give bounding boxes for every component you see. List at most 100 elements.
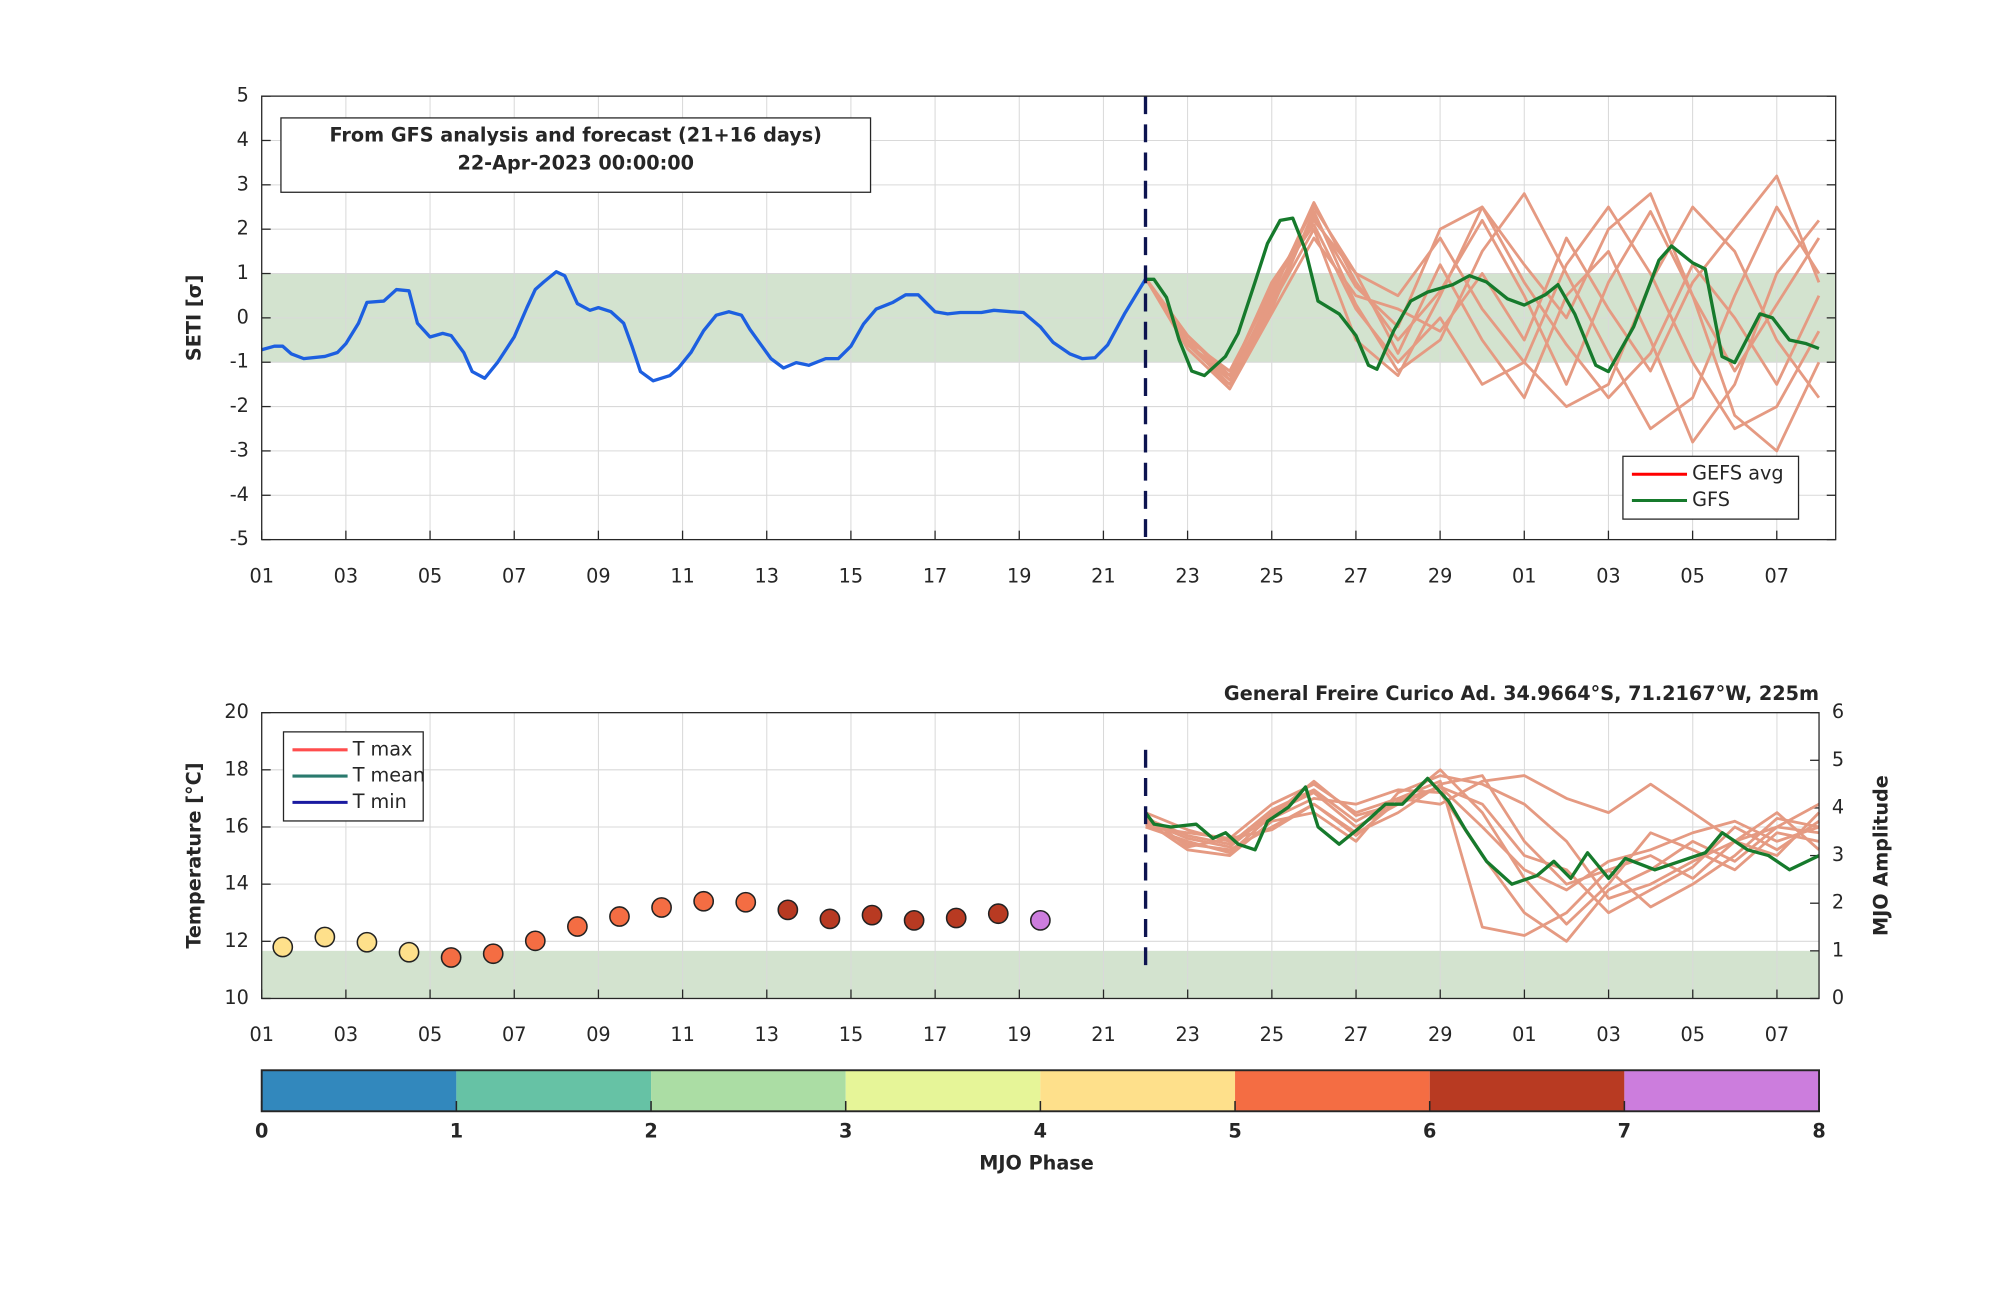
mjo-dot bbox=[272, 936, 294, 958]
mjo-dot bbox=[945, 907, 967, 929]
x-tick-label: 07 bbox=[502, 564, 526, 587]
series-line bbox=[1144, 776, 1820, 886]
ensemble-line bbox=[1144, 192, 1821, 431]
y-tick-label: -4 bbox=[230, 483, 249, 506]
x-tick-label: 27 bbox=[1344, 564, 1368, 587]
y2-tick-label: 6 bbox=[1832, 700, 1844, 723]
x-tick-label: 07 bbox=[1765, 564, 1789, 587]
y2-tick-label: 1 bbox=[1832, 938, 1844, 961]
x-tick-label: 01 bbox=[1512, 1023, 1536, 1046]
chart-title: General Freire Curico Ad. 34.9664°S, 71.… bbox=[1224, 682, 1819, 705]
y-tick-label: 5 bbox=[237, 84, 249, 107]
mjo-dot bbox=[314, 926, 336, 948]
mjo-dot bbox=[482, 943, 504, 965]
x-tick-label: 05 bbox=[1680, 564, 1704, 587]
x-tick-label: 21 bbox=[1091, 1023, 1115, 1046]
annotation-text: From GFS analysis and forecast (21+16 da… bbox=[330, 123, 822, 146]
colorbar-segment bbox=[1429, 1070, 1625, 1112]
x-tick-label: 09 bbox=[586, 1023, 610, 1046]
y-axis-label: Temperature [°C] bbox=[183, 762, 206, 948]
x-tick-label: 09 bbox=[586, 564, 610, 587]
legend-label: T max bbox=[352, 737, 413, 760]
ensemble-line bbox=[1144, 174, 1821, 391]
legend-label: GFS bbox=[1692, 488, 1730, 511]
colorbar-tick-label: 3 bbox=[839, 1119, 852, 1142]
colorbar-segment bbox=[651, 1070, 846, 1112]
legend-label: GEFS avg bbox=[1692, 462, 1783, 485]
y-tick-label: 1 bbox=[237, 261, 249, 284]
y-tick-label: 0 bbox=[237, 305, 249, 328]
x-tick-label: 11 bbox=[670, 1023, 694, 1046]
x-tick-label: 21 bbox=[1091, 564, 1115, 587]
axes-frame bbox=[261, 712, 1820, 1000]
y2-tick-label: 2 bbox=[1832, 891, 1844, 914]
x-tick-label: 19 bbox=[1007, 564, 1031, 587]
colorbar-label: MJO Phase bbox=[979, 1151, 1094, 1174]
y-tick-label: 18 bbox=[224, 757, 248, 780]
series-line bbox=[1145, 216, 1820, 378]
x-tick-label: 01 bbox=[249, 564, 273, 587]
mjo-dot bbox=[567, 916, 588, 937]
x-tick-label: 03 bbox=[1596, 1023, 1620, 1046]
y2-tick-label: 3 bbox=[1832, 843, 1844, 866]
y2-axis-label: MJO Amplitude bbox=[1869, 775, 1892, 936]
ensemble-line bbox=[1144, 205, 1821, 431]
x-tick-label: 07 bbox=[1765, 1023, 1789, 1046]
y-tick-label: -3 bbox=[230, 438, 249, 461]
x-tick-label: 05 bbox=[1681, 1023, 1705, 1046]
mjo-dot bbox=[609, 906, 630, 927]
x-tick-label: 01 bbox=[1512, 564, 1536, 587]
mjo-dot bbox=[1029, 909, 1051, 931]
x-tick-label: 11 bbox=[670, 564, 694, 587]
x-tick-label: 03 bbox=[1596, 564, 1620, 587]
x-tick-label: 05 bbox=[418, 1023, 442, 1046]
legend-label: T min bbox=[352, 790, 407, 813]
mjo-dot bbox=[819, 908, 841, 930]
y-tick-label: 2 bbox=[237, 217, 249, 240]
x-tick-label: 07 bbox=[502, 1023, 526, 1046]
y2-tick-label: 0 bbox=[1832, 986, 1844, 1009]
mjo-dot bbox=[356, 931, 378, 953]
x-tick-label: 13 bbox=[755, 1023, 779, 1046]
colorbar-segment bbox=[1624, 1070, 1820, 1112]
x-tick-label: 01 bbox=[249, 1023, 273, 1046]
x-tick-label: 15 bbox=[839, 564, 863, 587]
x-tick-label: 23 bbox=[1175, 1023, 1199, 1046]
ensemble-line bbox=[1145, 779, 1820, 937]
annotation-box bbox=[280, 117, 872, 193]
y-tick-label: 20 bbox=[224, 700, 248, 723]
y-tick-label: 12 bbox=[224, 929, 248, 952]
legend-box bbox=[1622, 455, 1800, 520]
y-tick-label: 14 bbox=[224, 872, 248, 895]
axes-frame bbox=[261, 95, 1837, 541]
mjo-dot bbox=[987, 903, 1009, 925]
colorbar-tick-label: 4 bbox=[1034, 1119, 1047, 1142]
x-tick-label: 19 bbox=[1007, 1023, 1031, 1046]
colorbar-tick-label: 0 bbox=[255, 1119, 268, 1142]
y2-tick-label: 5 bbox=[1832, 748, 1844, 771]
colorbar-tick-label: 5 bbox=[1228, 1119, 1241, 1142]
mjo-dot bbox=[777, 899, 799, 921]
y-axis-label: SETI [σ] bbox=[183, 275, 206, 361]
x-tick-label: 03 bbox=[334, 1023, 358, 1046]
colorbar-segment bbox=[456, 1070, 652, 1112]
ensemble-line bbox=[1144, 785, 1820, 915]
y-tick-label: 10 bbox=[224, 986, 248, 1009]
mjo-dot bbox=[524, 930, 546, 952]
x-tick-label: 29 bbox=[1428, 564, 1452, 587]
y-tick-label: 4 bbox=[237, 128, 249, 151]
y-tick-label: -1 bbox=[230, 350, 249, 373]
mjo-dot bbox=[693, 890, 715, 912]
x-tick-label: 17 bbox=[923, 564, 947, 587]
normal-band bbox=[261, 950, 1820, 999]
x-tick-label: 03 bbox=[334, 564, 358, 587]
ensemble-line bbox=[1145, 774, 1820, 909]
x-tick-label: 25 bbox=[1260, 1023, 1284, 1046]
colorbar-tick-label: 2 bbox=[644, 1119, 657, 1142]
annotation-text: 22-Apr-2023 00:00:00 bbox=[457, 152, 694, 175]
colorbar-tick-label: 8 bbox=[1812, 1119, 1825, 1142]
colorbar-segment bbox=[845, 1070, 1041, 1112]
colorbar-segment bbox=[1235, 1070, 1430, 1112]
mjo-dot bbox=[440, 947, 462, 968]
y-tick-label: 3 bbox=[237, 172, 249, 195]
